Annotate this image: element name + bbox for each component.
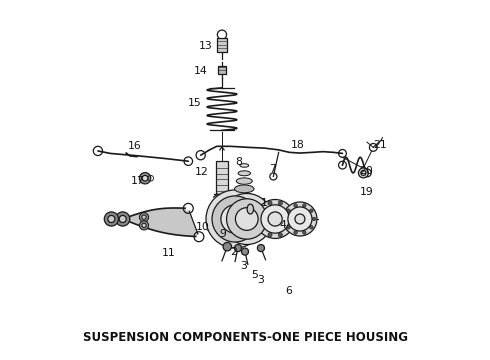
Circle shape (268, 201, 272, 205)
Ellipse shape (247, 204, 253, 214)
Circle shape (257, 244, 265, 252)
Text: 20: 20 (360, 166, 373, 176)
Circle shape (256, 217, 261, 221)
Circle shape (284, 217, 288, 221)
Ellipse shape (238, 171, 250, 176)
Circle shape (216, 199, 255, 238)
Circle shape (358, 168, 368, 178)
Circle shape (287, 226, 290, 229)
Text: 12: 12 (195, 167, 209, 177)
Circle shape (287, 227, 291, 231)
Circle shape (295, 214, 305, 224)
Circle shape (226, 199, 267, 239)
Circle shape (212, 196, 258, 242)
Circle shape (287, 207, 291, 211)
Circle shape (310, 209, 313, 212)
Circle shape (196, 234, 201, 239)
Text: 3: 3 (241, 261, 247, 271)
Text: 11: 11 (162, 248, 176, 258)
Text: 21: 21 (373, 140, 387, 150)
Circle shape (291, 210, 309, 228)
Circle shape (302, 204, 306, 207)
Text: 2: 2 (230, 247, 237, 257)
Circle shape (142, 223, 146, 228)
Text: 8: 8 (235, 157, 242, 167)
Circle shape (290, 217, 294, 221)
Text: 3: 3 (257, 275, 264, 285)
Text: 14: 14 (194, 66, 208, 76)
Circle shape (283, 202, 317, 236)
Text: 7: 7 (269, 165, 276, 174)
Text: 6: 6 (285, 285, 292, 296)
Ellipse shape (236, 178, 252, 184)
Circle shape (116, 212, 130, 226)
Circle shape (278, 233, 282, 237)
Circle shape (206, 190, 264, 248)
Text: 5: 5 (251, 270, 258, 280)
Circle shape (231, 203, 263, 235)
Circle shape (278, 201, 282, 205)
Circle shape (108, 215, 115, 222)
Bar (217, 38, 227, 53)
Polygon shape (122, 208, 199, 237)
Circle shape (142, 175, 148, 181)
Circle shape (139, 172, 151, 184)
Circle shape (288, 207, 312, 231)
Text: 19: 19 (359, 188, 373, 197)
Circle shape (261, 205, 289, 233)
Text: 9: 9 (219, 229, 226, 239)
Circle shape (139, 221, 148, 230)
Circle shape (260, 227, 264, 231)
Ellipse shape (240, 164, 249, 167)
Circle shape (215, 222, 222, 230)
Circle shape (268, 233, 272, 237)
Circle shape (186, 206, 191, 211)
Circle shape (104, 212, 119, 226)
Text: 1: 1 (261, 198, 268, 208)
Circle shape (260, 207, 264, 211)
Text: 17: 17 (131, 176, 145, 186)
Circle shape (228, 212, 242, 226)
Text: 15: 15 (188, 98, 201, 108)
Circle shape (264, 207, 287, 231)
Bar (216, 161, 228, 194)
Circle shape (312, 217, 316, 221)
Ellipse shape (235, 185, 254, 193)
Text: 13: 13 (198, 41, 212, 51)
Circle shape (142, 215, 146, 219)
Circle shape (119, 215, 126, 222)
Circle shape (361, 170, 366, 175)
Circle shape (294, 231, 297, 234)
Circle shape (294, 204, 297, 207)
Text: 16: 16 (127, 141, 141, 151)
Circle shape (268, 212, 282, 226)
Text: 18: 18 (291, 140, 304, 150)
Circle shape (256, 199, 294, 238)
Text: 10: 10 (196, 222, 210, 232)
Circle shape (242, 248, 248, 255)
Circle shape (235, 208, 258, 230)
Circle shape (310, 226, 313, 229)
Circle shape (139, 213, 148, 222)
Circle shape (234, 244, 242, 252)
Circle shape (221, 193, 272, 244)
Text: SUSPENSION COMPONENTS-ONE PIECE HOUSING: SUSPENSION COMPONENTS-ONE PIECE HOUSING (82, 331, 408, 344)
Circle shape (221, 205, 249, 233)
Circle shape (223, 242, 232, 251)
Circle shape (241, 213, 252, 225)
Circle shape (287, 209, 290, 212)
Circle shape (302, 231, 306, 234)
Text: 4: 4 (280, 220, 287, 230)
Bar (218, 66, 226, 75)
